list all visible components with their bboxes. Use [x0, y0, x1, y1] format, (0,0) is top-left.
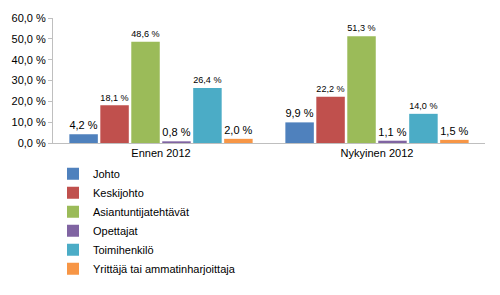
- svg-text:48,6 %: 48,6 %: [131, 29, 159, 39]
- svg-text:0,8 %: 0,8 %: [162, 126, 190, 138]
- svg-text:1,5 %: 1,5 %: [440, 125, 468, 137]
- svg-text:10,0 %: 10,0 %: [12, 116, 46, 128]
- svg-text:4,2 %: 4,2 %: [69, 119, 97, 131]
- svg-text:Johto: Johto: [93, 168, 120, 180]
- svg-text:Nykyinen 2012: Nykyinen 2012: [341, 147, 414, 159]
- svg-text:0,0 %: 0,0 %: [18, 137, 46, 149]
- svg-text:60,0 %: 60,0 %: [12, 12, 46, 24]
- svg-text:30,0 %: 30,0 %: [12, 74, 46, 86]
- svg-text:20,0 %: 20,0 %: [12, 95, 46, 107]
- svg-text:51,3 %: 51,3 %: [347, 23, 375, 33]
- svg-text:2,0 %: 2,0 %: [224, 124, 252, 136]
- svg-text:9,9 %: 9,9 %: [285, 107, 313, 119]
- svg-text:14,0 %: 14,0 %: [409, 101, 437, 111]
- svg-text:22,2 %: 22,2 %: [316, 84, 344, 94]
- svg-text:26,4 %: 26,4 %: [193, 75, 221, 85]
- svg-text:Opettajat: Opettajat: [93, 225, 138, 237]
- svg-text:1,1 %: 1,1 %: [378, 126, 406, 138]
- svg-text:Toimihenkilö: Toimihenkilö: [93, 244, 154, 256]
- svg-text:Keskijohto: Keskijohto: [93, 187, 144, 199]
- svg-text:40,0 %: 40,0 %: [12, 54, 46, 66]
- svg-text:18,1 %: 18,1 %: [100, 93, 128, 103]
- svg-text:Yrittäjä tai ammatinharjoittaj: Yrittäjä tai ammatinharjoittaja: [93, 263, 236, 275]
- svg-text:50,0 %: 50,0 %: [12, 33, 46, 45]
- svg-text:Ennen 2012: Ennen 2012: [131, 147, 190, 159]
- svg-text:Asiantuntijatehtävät: Asiantuntijatehtävät: [93, 206, 189, 218]
